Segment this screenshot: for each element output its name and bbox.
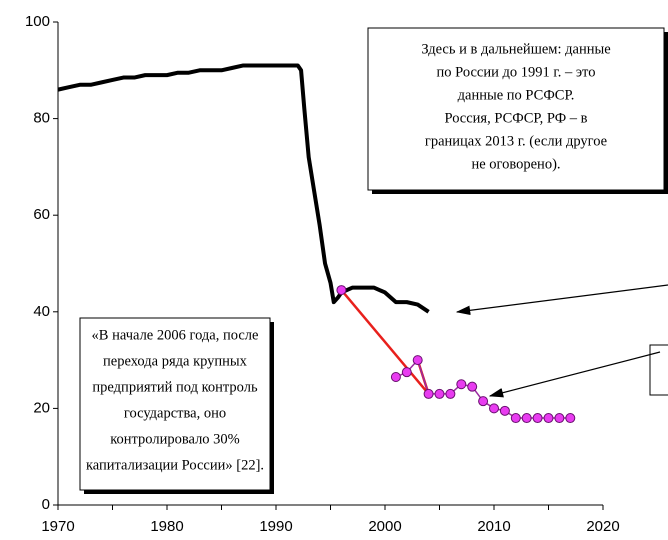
point bbox=[467, 381, 478, 392]
axes: 0 20 40 60 80 100 1970 1980 1990 2000 2010 2020 bbox=[25, 13, 620, 535]
notes: Здесь и в дальнейшем: данные по России до… bbox=[86, 41, 611, 473]
y-tick-label: 80 bbox=[33, 110, 50, 127]
annotation-line: предприятий под контроль bbox=[92, 379, 258, 395]
annotation-line: Россия, РСФСР, РФ – в bbox=[444, 110, 587, 126]
annotation-line: по России до 1991 г. – это bbox=[437, 64, 596, 80]
point bbox=[445, 388, 456, 399]
annotation-line: «В начале 2006 года, после bbox=[92, 327, 259, 343]
point bbox=[565, 413, 576, 424]
y-tick-label: 60 bbox=[33, 206, 50, 223]
point bbox=[336, 285, 347, 296]
point bbox=[543, 413, 554, 424]
annotation-line: границах 2013 г. (если другое bbox=[425, 133, 607, 149]
arrow bbox=[488, 351, 661, 398]
y-tick-label: 40 bbox=[33, 303, 50, 320]
point bbox=[489, 403, 499, 414]
annotation-line: перехода ряда крупных bbox=[103, 353, 248, 369]
plot bbox=[57, 63, 576, 424]
point bbox=[521, 413, 532, 424]
point bbox=[401, 367, 412, 378]
x-tick-label: 2020 bbox=[586, 518, 619, 535]
x-tick-label: 1970 bbox=[41, 518, 74, 535]
arrow bbox=[455, 284, 668, 316]
box bbox=[367, 27, 665, 191]
annotation-line: Здесь и в дальнейшем: данные bbox=[421, 41, 610, 57]
annotation-line: не оговорено). bbox=[471, 156, 560, 172]
y-tick-label: 0 bbox=[42, 496, 50, 513]
cut-box bbox=[649, 344, 668, 396]
point bbox=[412, 355, 423, 366]
point bbox=[478, 396, 489, 407]
point bbox=[390, 372, 401, 383]
annotation-line: данные по РСФСР. bbox=[458, 87, 575, 103]
quote-box bbox=[79, 317, 274, 494]
point bbox=[499, 405, 510, 416]
point bbox=[532, 413, 543, 424]
point bbox=[423, 388, 434, 399]
callout-box bbox=[367, 27, 668, 194]
x-tick-label: 2010 bbox=[477, 518, 510, 535]
annotation-line: контролировало 30% bbox=[110, 431, 240, 447]
x-tick-label: 2000 bbox=[368, 518, 401, 535]
x-tick-label: 1980 bbox=[150, 518, 183, 535]
y-tick-label: 20 bbox=[33, 399, 50, 416]
point bbox=[510, 413, 521, 424]
series-line bbox=[395, 358, 571, 419]
x-tick-label: 1990 bbox=[259, 518, 292, 535]
point bbox=[554, 413, 565, 424]
point bbox=[456, 379, 467, 390]
point bbox=[434, 388, 445, 399]
connector bbox=[340, 289, 430, 395]
box bbox=[79, 317, 271, 491]
y-tick-label: 100 bbox=[25, 13, 50, 30]
line-series bbox=[57, 63, 430, 314]
annotation-line: капитализации России» [22]. bbox=[86, 457, 264, 473]
annotation-line: государства, оно bbox=[124, 405, 226, 421]
